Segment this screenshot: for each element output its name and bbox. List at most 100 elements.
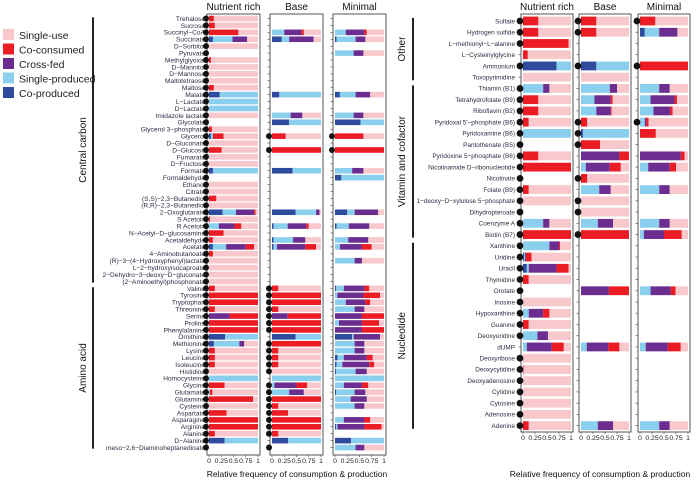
legend-label-cross_fed: Cross-fed: [19, 59, 65, 71]
bar-segment-co_consumed: [646, 117, 649, 127]
bar-segment-single_use: [305, 237, 321, 243]
bar-segment-cross_fed: [353, 50, 364, 56]
bar-segment-single_use: [523, 196, 571, 206]
bar-segment-single_produced: [596, 61, 629, 71]
marker-dot: [516, 422, 524, 430]
bar-segment-co_consumed: [209, 230, 224, 236]
marker-dot: [203, 347, 209, 354]
row-label: Sulfate: [495, 18, 515, 25]
bar-segment-single_use: [209, 43, 258, 49]
x-tick-label: 1: [686, 435, 690, 442]
bar-segment-single_use: [523, 410, 571, 419]
x-tick-label: 1: [382, 458, 386, 465]
bar-segment-single_produced: [225, 334, 258, 340]
bar-segment-cross_fed: [354, 403, 365, 409]
bar-segment-co_consumed: [209, 29, 239, 36]
bar-segment-single_use: [587, 173, 629, 183]
bar-segment-cross_fed: [650, 95, 675, 105]
bar-segment-single_use: [209, 403, 258, 409]
bar-segment-single_use: [288, 410, 321, 416]
x-tick-label: 0: [579, 435, 583, 442]
bar-segment-co_consumed: [209, 250, 213, 257]
bar-segment-co_consumed: [670, 106, 673, 116]
bar-segment-co_consumed: [363, 292, 381, 299]
bar-segment-co_consumed: [581, 16, 597, 26]
bar-segment-single_use: [617, 84, 629, 93]
bar-segment-cross_fed: [345, 29, 365, 36]
marker-dot: [516, 85, 524, 92]
bar-segment-co_consumed: [245, 244, 255, 250]
bar-segment-single_produced: [523, 308, 529, 318]
bar-segment-co_consumed: [306, 223, 309, 229]
x-tick-label: 0: [521, 435, 525, 442]
panel-frame: [269, 13, 324, 456]
bar-segment-single_use: [363, 50, 384, 56]
bar-segment-co_consumed: [301, 29, 304, 36]
bar-segment-single_use: [278, 361, 321, 368]
bar-segment-cross_fed: [581, 151, 620, 161]
bar-segment-single_use: [209, 140, 258, 146]
row-label: Uracil: [499, 266, 515, 273]
marker-dot: [516, 28, 524, 36]
bar-segment-co_consumed: [525, 252, 532, 262]
x-tick-label: 0.25: [528, 435, 541, 442]
bar-segment-single_produced: [336, 361, 343, 368]
bar-segment-co_consumed: [361, 382, 369, 389]
bar-segment-cross_fed: [316, 209, 320, 216]
bar-segment-single_use: [610, 185, 629, 194]
bar-segment-single_produced: [640, 342, 646, 352]
bar-segment-co_consumed: [272, 147, 321, 153]
bar-segment-single_use: [619, 342, 629, 352]
bar-segment-single_use: [523, 365, 571, 374]
bar-segment-co_consumed: [209, 237, 213, 243]
bar-segment-co_consumed: [680, 151, 685, 161]
row-label: Cytidine: [492, 389, 516, 396]
bar-segment-single_produced: [581, 162, 586, 172]
bar-segment-co_consumed: [272, 417, 321, 423]
bar-segment-co_consumed: [212, 133, 224, 139]
bar-segment-single_use: [581, 72, 629, 82]
row-label: Adenosine: [485, 412, 516, 419]
bar-segment-cross_fed: [343, 417, 365, 423]
bar-segment-single_use: [563, 342, 571, 352]
bar-segment-cross_fed: [528, 263, 557, 273]
row-label: Uridine: [495, 254, 516, 261]
bar-segment-cross_fed: [352, 167, 364, 174]
bar-segment-cross_fed: [354, 347, 365, 354]
bar-segment-cross_fed: [354, 340, 365, 347]
bar-segment-cross_fed: [287, 223, 307, 229]
marker-dot: [203, 313, 209, 320]
bar-segment-single_use: [212, 250, 258, 257]
marker-dot: [516, 174, 524, 182]
row-label: Nicotinamide D−ribonucleotide: [428, 164, 515, 171]
bar-segment-single_use: [241, 223, 258, 229]
x-tick-label: 0.75: [302, 458, 315, 465]
bar-segment-single_produced: [212, 36, 233, 43]
bar-segment-cross_fed: [543, 84, 550, 93]
bar-segment-co_consumed: [581, 117, 588, 127]
bar-segment-co_consumed: [366, 354, 373, 361]
bar-segment-co_consumed: [272, 410, 289, 416]
row-label: Acetaldehyde: [165, 237, 205, 244]
bar-segment-single_produced: [288, 437, 321, 444]
marker-dot: [203, 98, 209, 105]
marker-dot: [516, 399, 524, 407]
bar-segment-co_produced: [335, 223, 337, 229]
bar-segment-single_use: [681, 230, 688, 239]
bar-segment-single_use: [364, 306, 384, 312]
bar-segment-single_produced: [209, 98, 258, 105]
bar-segment-co_produced: [209, 334, 226, 340]
bar-segment-single_use: [302, 112, 321, 119]
row-label: Valine: [187, 286, 205, 293]
bar-segment-single_use: [549, 308, 571, 318]
x-tick-label: 0.25: [645, 435, 658, 442]
bar-segment-co_produced: [335, 209, 348, 216]
bar-segment-cross_fed: [337, 292, 364, 299]
marker-dot: [516, 332, 524, 340]
bar-segment-co_consumed: [209, 195, 217, 202]
marker-dot: [516, 197, 524, 205]
bar-segment-single_produced: [360, 119, 384, 126]
marker-dot: [574, 130, 582, 137]
bar-segment-co_produced: [209, 209, 223, 216]
marker-dot: [266, 313, 272, 320]
